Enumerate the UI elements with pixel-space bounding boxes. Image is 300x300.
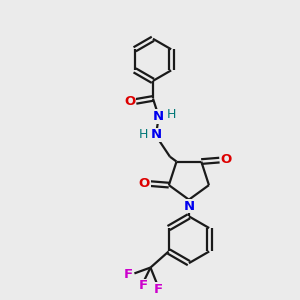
Text: N: N [151,128,162,141]
Text: F: F [123,268,133,281]
Text: O: O [124,95,136,108]
Text: F: F [154,283,163,296]
Text: F: F [139,280,148,292]
Text: O: O [220,153,232,166]
Text: H: H [167,108,176,121]
Text: O: O [139,177,150,190]
Text: N: N [183,200,194,213]
Text: N: N [153,110,164,123]
Text: H: H [139,128,148,141]
